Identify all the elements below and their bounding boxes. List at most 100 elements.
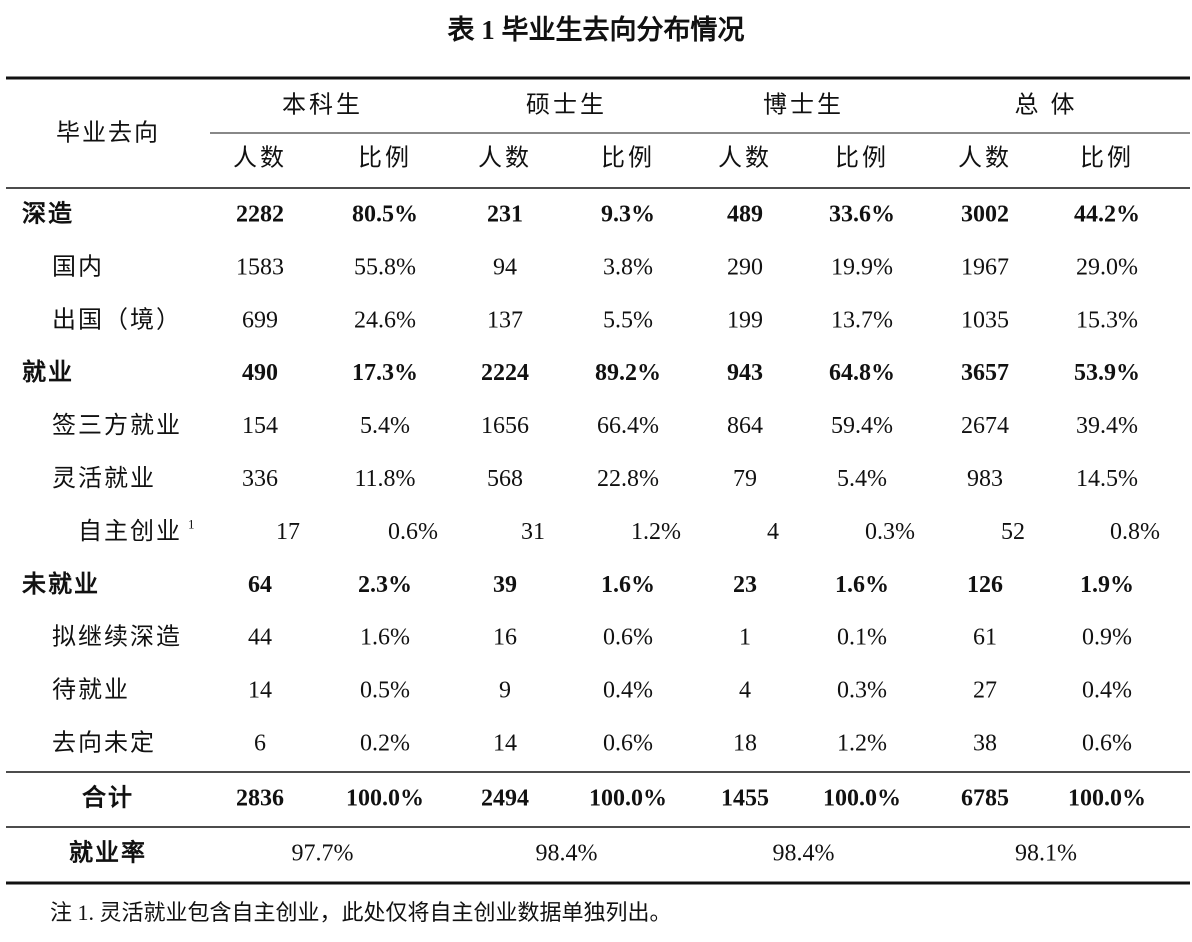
cell: 38 — [973, 731, 997, 757]
cell: 2.3% — [358, 572, 412, 598]
sub-header: 人数 — [478, 145, 532, 172]
sub-header: 人数 — [233, 145, 287, 172]
cell: 0.6% — [603, 731, 653, 757]
cell: 9 — [499, 678, 511, 704]
cell: 0.8% — [1110, 519, 1160, 545]
cell: 490 — [242, 360, 278, 386]
total-label: 合计 — [82, 784, 134, 812]
footnote-mark: 1 — [188, 516, 195, 531]
cell: 13.7% — [831, 307, 893, 333]
row-label: 深造 — [22, 201, 74, 228]
cell: 1.6% — [360, 625, 410, 651]
footnote: 注 1. 灵活就业包含自主创业，此处仅将自主创业数据单独列出。 — [50, 900, 672, 925]
total-cell: 100.0% — [1068, 786, 1146, 812]
cell: 137 — [487, 307, 523, 333]
cell: 31 — [521, 519, 545, 545]
cell: 18 — [733, 731, 757, 757]
rate-cell: 98.4% — [773, 841, 835, 867]
cell: 33.6% — [829, 202, 895, 228]
cell: 14 — [493, 731, 517, 757]
cell: 0.6% — [603, 625, 653, 651]
cell: 27 — [973, 678, 997, 704]
cell: 52 — [1001, 519, 1025, 545]
total-cell: 100.0% — [589, 786, 667, 812]
row-label: 国内 — [52, 253, 104, 280]
cell: 79 — [733, 466, 757, 492]
total-cell: 2494 — [481, 786, 529, 812]
cell: 55.8% — [354, 254, 416, 280]
row-label: 签三方就业 — [52, 412, 182, 439]
cell: 44.2% — [1074, 202, 1140, 228]
cell: 1583 — [236, 254, 284, 280]
cell: 1.6% — [601, 572, 655, 598]
cell: 290 — [727, 254, 763, 280]
rate-cell: 98.1% — [1015, 841, 1077, 867]
cell: 6 — [254, 731, 266, 757]
cell: 4 — [739, 678, 751, 704]
cell: 29.0% — [1076, 254, 1138, 280]
cell: 53.9% — [1074, 360, 1140, 386]
cell: 17.3% — [352, 360, 418, 386]
row-label: 未就业 — [22, 570, 100, 598]
cell: 3.8% — [603, 254, 653, 280]
cell: 39.4% — [1076, 413, 1138, 439]
cell: 23 — [733, 572, 757, 598]
corner-header: 毕业去向 — [56, 120, 160, 147]
total-cell: 100.0% — [346, 786, 424, 812]
cell: 22.8% — [597, 466, 659, 492]
cell: 1 — [739, 625, 751, 651]
cell: 3657 — [961, 360, 1009, 386]
cell: 0.9% — [1082, 625, 1132, 651]
group-header: 总 体 — [1015, 92, 1078, 119]
cell: 0.6% — [1082, 731, 1132, 757]
group-header: 本科生 — [282, 92, 363, 119]
sub-header: 人数 — [958, 145, 1012, 172]
cell: 568 — [487, 466, 523, 492]
cell: 0.2% — [360, 731, 410, 757]
cell: 64.8% — [829, 360, 895, 386]
cell: 126 — [967, 572, 1003, 598]
cell: 0.1% — [837, 625, 887, 651]
total-cell: 6785 — [961, 786, 1009, 812]
cell: 11.8% — [354, 466, 415, 492]
cell: 14 — [248, 678, 272, 704]
sub-header: 比例 — [601, 145, 655, 172]
cell: 4 — [767, 519, 779, 545]
cell: 1.2% — [837, 731, 887, 757]
row-label: 出国（境） — [52, 306, 182, 333]
cell: 80.5% — [352, 202, 418, 228]
cell: 15.3% — [1076, 307, 1138, 333]
rate-label: 就业率 — [69, 839, 147, 867]
cell: 864 — [727, 413, 763, 439]
cell: 2224 — [481, 360, 529, 386]
row-label: 待就业 — [52, 677, 130, 704]
row-label: 去向未定 — [52, 730, 156, 757]
cell: 0.5% — [360, 678, 410, 704]
total-cell: 2836 — [236, 786, 284, 812]
cell: 231 — [487, 202, 523, 228]
cell: 17 — [276, 519, 300, 545]
cell: 0.3% — [837, 678, 887, 704]
row-label: 灵活就业 — [52, 465, 156, 492]
cell: 699 — [242, 307, 278, 333]
cell: 39 — [493, 572, 517, 598]
cell: 1.6% — [835, 572, 889, 598]
cell: 489 — [727, 202, 763, 228]
cell: 14.5% — [1076, 466, 1138, 492]
row-label: 自主创业 — [78, 518, 182, 545]
cell: 59.4% — [831, 413, 893, 439]
cell: 1967 — [961, 254, 1009, 280]
group-header: 博士生 — [763, 92, 844, 119]
cell: 943 — [727, 360, 763, 386]
sub-header: 比例 — [358, 145, 412, 172]
cell: 5.5% — [603, 307, 653, 333]
cell: 199 — [727, 307, 763, 333]
cell: 24.6% — [354, 307, 416, 333]
sub-header: 人数 — [718, 145, 772, 172]
total-cell: 1455 — [721, 786, 769, 812]
cell: 16 — [493, 625, 517, 651]
rate-cell: 98.4% — [536, 841, 598, 867]
total-cell: 100.0% — [823, 786, 901, 812]
cell: 66.4% — [597, 413, 659, 439]
